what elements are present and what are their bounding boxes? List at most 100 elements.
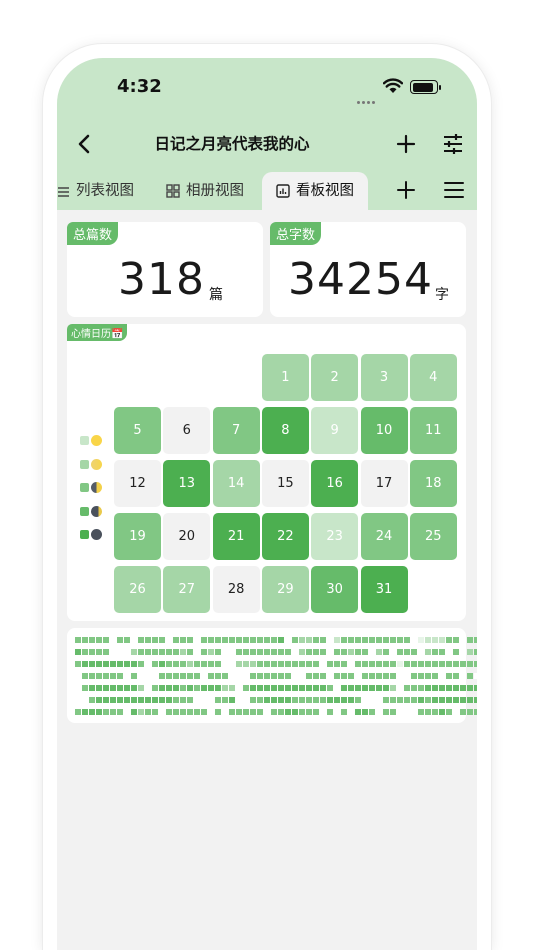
calendar-day[interactable]: 3: [360, 354, 408, 401]
heatmap-cell: [355, 685, 361, 691]
heatmap-cell: [355, 637, 361, 643]
heatmap-cell: [124, 685, 130, 691]
heatmap-cell: [369, 709, 375, 715]
heatmap-cell: [187, 661, 193, 667]
mood-calendar-tag: 心情日历📅: [67, 324, 128, 341]
heatmap-cell: [89, 637, 95, 643]
calendar-day[interactable]: 25: [409, 513, 457, 560]
heatmap-cell: [418, 649, 424, 655]
calendar-day[interactable]: 14: [212, 460, 260, 507]
heatmap-cell: [369, 685, 375, 691]
heatmap-cell: [75, 673, 81, 679]
calendar-day[interactable]: 29: [261, 566, 309, 613]
calendar-day[interactable]: 15: [261, 460, 309, 507]
heatmap-cell: [292, 649, 298, 655]
heatmap-cell: [264, 673, 270, 679]
total-words-tag: 总字数: [270, 222, 322, 245]
heatmap-cell: [404, 697, 410, 703]
tab-list-view[interactable]: 列表视图: [57, 172, 134, 210]
heatmap-cell: [96, 697, 102, 703]
heatmap-cell: [397, 697, 403, 703]
heatmap-cell: [425, 685, 431, 691]
add-entry-icon[interactable]: [395, 133, 417, 155]
menu-icon[interactable]: [443, 181, 465, 199]
calendar-day[interactable]: 20: [163, 513, 211, 560]
calendar-day[interactable]: 22: [261, 513, 309, 560]
app-header: 4:32 日记之月亮代表我的心 列表视图 相册视图 看板视图: [57, 58, 477, 210]
calendar-day[interactable]: 21: [212, 513, 260, 560]
calendar-day[interactable]: 30: [311, 566, 359, 613]
calendar-day[interactable]: 24: [360, 513, 408, 560]
heatmap-cell: [327, 685, 333, 691]
calendar-day[interactable]: 17: [360, 460, 408, 507]
calendar-day[interactable]: 12: [114, 460, 161, 507]
heatmap-cell: [215, 673, 221, 679]
calendar-day[interactable]: 4: [409, 354, 457, 401]
heatmap-cell: [152, 697, 158, 703]
heatmap-cell: [404, 661, 410, 667]
calendar-day[interactable]: 9: [311, 407, 359, 454]
heatmap-cell: [103, 673, 109, 679]
calendar-day[interactable]: 10: [360, 407, 408, 454]
heatmap-cell: [117, 697, 123, 703]
back-icon[interactable]: [75, 132, 95, 156]
add-view-icon[interactable]: [395, 179, 417, 201]
heatmap-cell: [362, 661, 368, 667]
calendar-day[interactable]: 2: [311, 354, 359, 401]
tab-board-view[interactable]: 看板视图: [262, 172, 368, 210]
calendar-day[interactable]: 7: [212, 407, 260, 454]
heatmap-cell: [89, 709, 95, 715]
heatmap-cell: [299, 709, 305, 715]
heatmap-cell: [334, 637, 340, 643]
heatmap-cell: [75, 637, 81, 643]
heatmap-cell: [243, 661, 249, 667]
calendar-day[interactable]: 8: [261, 407, 309, 454]
heatmap-cell: [285, 637, 291, 643]
heatmap-cell: [320, 661, 326, 667]
heatmap-cell: [250, 637, 256, 643]
new-moon-icon: [91, 529, 102, 540]
heatmap-cell: [236, 649, 242, 655]
heatmap-cell: [222, 637, 228, 643]
calendar-day[interactable]: 26: [114, 566, 161, 613]
calendar-day[interactable]: 5: [114, 407, 161, 454]
heatmap-cell: [355, 697, 361, 703]
calendar-day[interactable]: 16: [311, 460, 359, 507]
yearly-heatmap-card: [67, 628, 477, 723]
heatmap-cell: [166, 637, 172, 643]
calendar-day[interactable]: 23: [311, 513, 359, 560]
grid-icon: [166, 184, 180, 198]
heatmap-cell: [320, 697, 326, 703]
heatmap-cell: [131, 697, 137, 703]
calendar-day[interactable]: 31: [360, 566, 408, 613]
heatmap-cell: [411, 709, 417, 715]
calendar-day[interactable]: 11: [409, 407, 457, 454]
heatmap-cell: [201, 673, 207, 679]
heatmap-cell: [299, 649, 305, 655]
heatmap-cell: [236, 697, 242, 703]
heatmap-cell: [439, 685, 445, 691]
heatmap-cell: [285, 649, 291, 655]
heatmap-cell: [453, 661, 459, 667]
heatmap-cell: [327, 661, 333, 667]
heatmap-cell: [425, 709, 431, 715]
heatmap-cell: [264, 709, 270, 715]
heatmap-cell: [159, 685, 165, 691]
tab-album-view[interactable]: 相册视图: [166, 172, 244, 210]
filter-settings-icon[interactable]: [441, 133, 465, 155]
heatmap-cell: [257, 637, 263, 643]
calendar-day[interactable]: 28: [212, 566, 260, 613]
heatmap-cell: [131, 673, 137, 679]
heatmap-cell: [285, 709, 291, 715]
heatmap-cell: [397, 661, 403, 667]
heatmap-cell: [222, 661, 228, 667]
calendar-day[interactable]: 18: [409, 460, 457, 507]
calendar-day[interactable]: 1: [261, 354, 309, 401]
calendar-day[interactable]: 27: [163, 566, 211, 613]
calendar-day[interactable]: 19: [114, 513, 161, 560]
calendar-day[interactable]: 13: [163, 460, 211, 507]
heatmap-cell: [236, 661, 242, 667]
heatmap-cell: [467, 685, 473, 691]
heatmap-cell: [369, 673, 375, 679]
calendar-day[interactable]: 6: [163, 407, 211, 454]
